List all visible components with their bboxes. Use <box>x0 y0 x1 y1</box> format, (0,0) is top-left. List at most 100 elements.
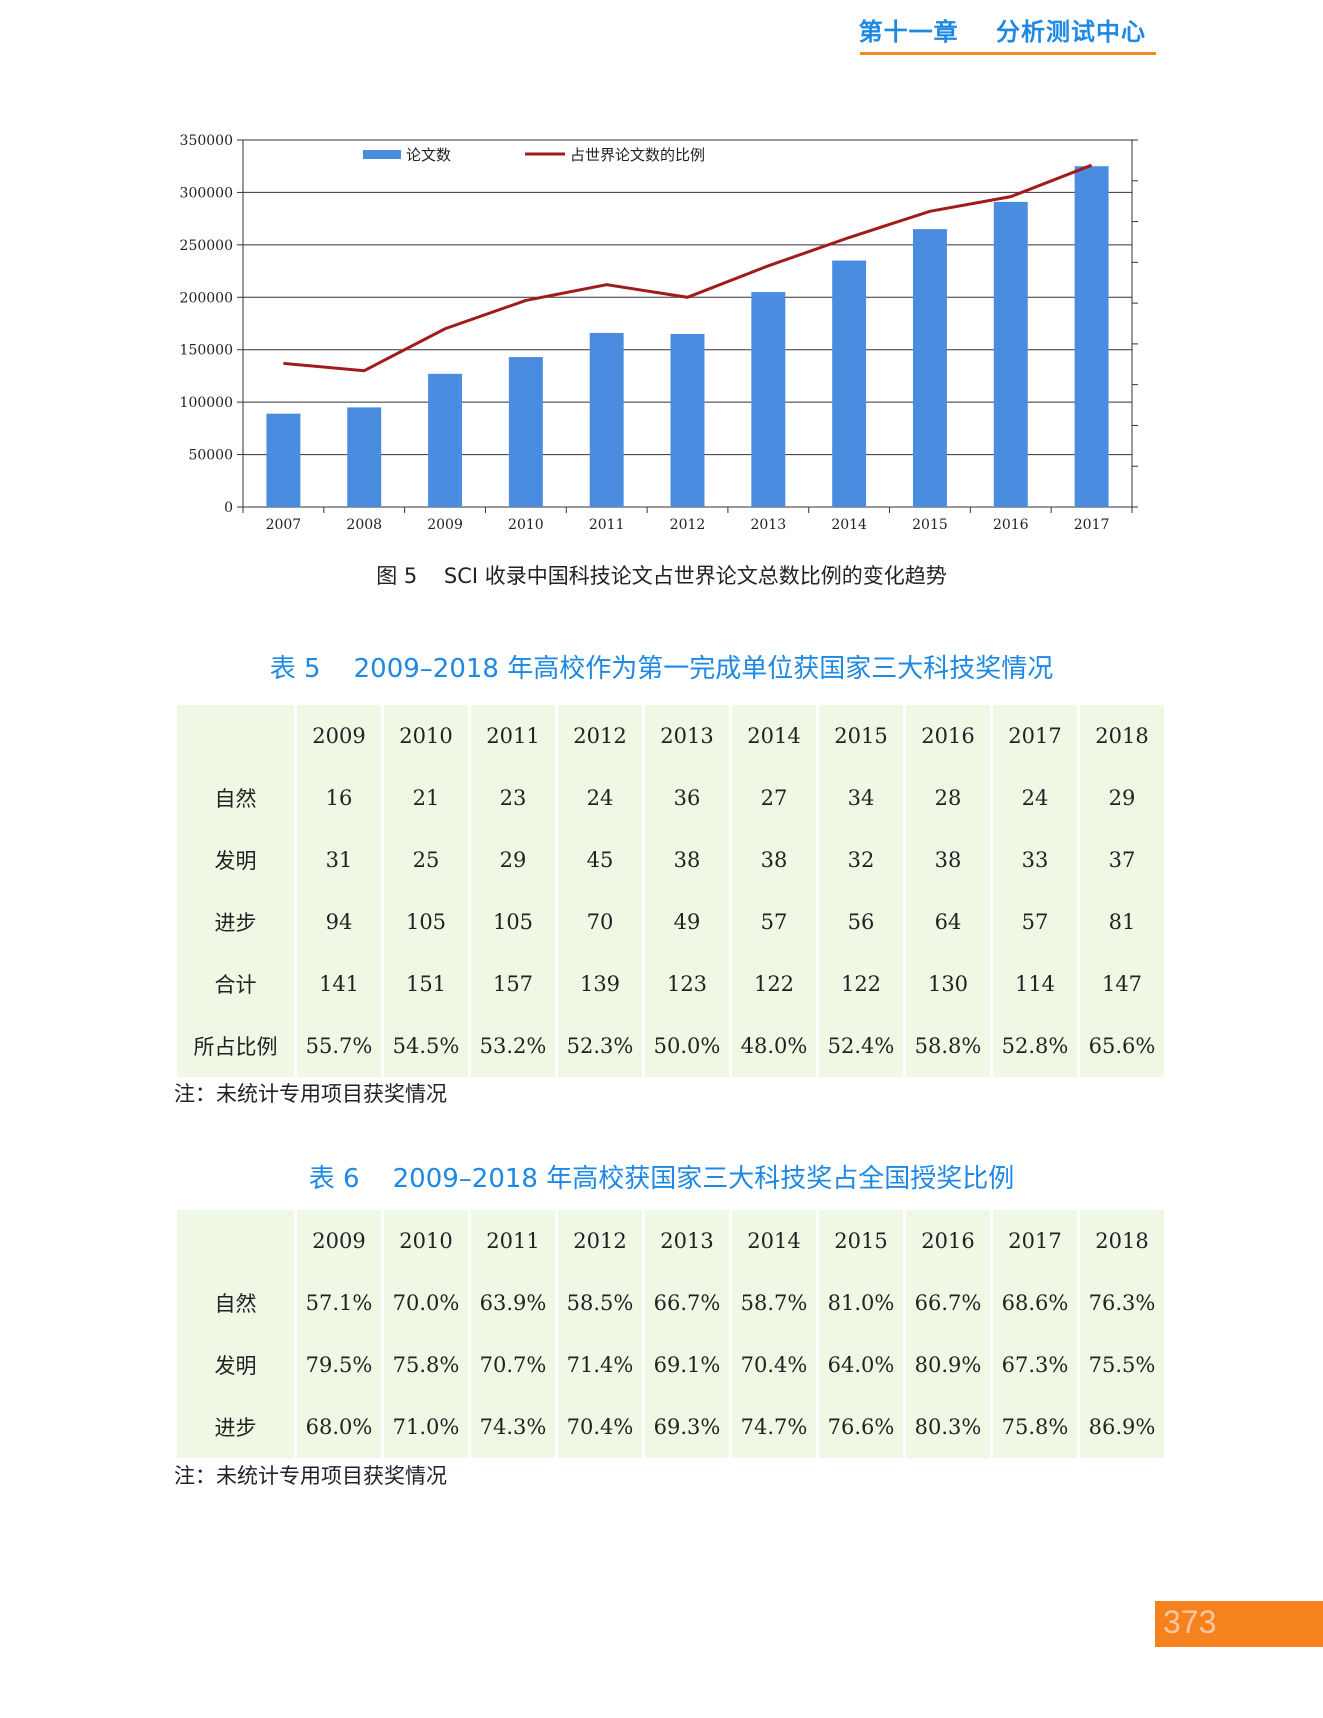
table-row: 自然 57.1% 70.0% 63.9% 58.5% 66.7% 58.7% 81.0% 66.… <box>177 1272 1164 1334</box>
y-tick-label: 150000 <box>180 343 233 359</box>
table-cell: 105 <box>384 891 468 953</box>
table-cell: 69.3% <box>645 1396 729 1458</box>
column-header-cell: 2017 <box>993 1210 1077 1272</box>
table-cell: 57 <box>993 891 1077 953</box>
table-cell: 36 <box>645 767 729 829</box>
table-cell: 32 <box>819 829 903 891</box>
table-cell: 48.0% <box>732 1015 816 1077</box>
column-header-cell: 2012 <box>558 705 642 767</box>
table-cell: 105 <box>471 891 555 953</box>
table-cell: 81.0% <box>819 1272 903 1334</box>
column-header-cell: 2012 <box>558 1210 642 1272</box>
table-cell: 29 <box>1080 767 1164 829</box>
row-label-cell: 发明 <box>177 829 294 891</box>
x-tick-label: 2010 <box>508 517 544 533</box>
table-cell: 38 <box>645 829 729 891</box>
y-tick-label: 300000 <box>180 185 233 201</box>
y-tick-label: 100000 <box>180 395 233 411</box>
table-cell: 70.4% <box>558 1396 642 1458</box>
table-cell: 122 <box>732 953 816 1015</box>
column-header-cell: 2017 <box>993 705 1077 767</box>
bar <box>428 373 463 507</box>
table-cell: 67.3% <box>993 1334 1077 1396</box>
y-tick-label: 200000 <box>180 290 233 306</box>
table-header-row: 2009 2010 2011 2012 2013 2014 2015 2016 2017 2018 <box>177 705 1164 767</box>
x-tick-label: 2012 <box>670 517 706 533</box>
column-header-cell: 2015 <box>819 1210 903 1272</box>
row-label-cell: 自然 <box>177 767 294 829</box>
row-label-cell: 合计 <box>177 953 294 1015</box>
bar <box>912 229 947 507</box>
table-cell: 80.9% <box>906 1334 990 1396</box>
table-cell: 70.0% <box>384 1272 468 1334</box>
table-cell: 16 <box>297 767 381 829</box>
table-cell: 86.9% <box>1080 1396 1164 1458</box>
table-cell: 52.8% <box>993 1015 1077 1077</box>
table-cell: 29 <box>471 829 555 891</box>
x-tick-label: 2017 <box>1074 517 1110 533</box>
x-tick-label: 2016 <box>993 517 1029 533</box>
x-tick-label: 2011 <box>589 517 625 533</box>
table-cell: 55.7% <box>297 1015 381 1077</box>
table-cell: 123 <box>645 953 729 1015</box>
table-cell: 71.0% <box>384 1396 468 1458</box>
table-cell: 31 <box>297 829 381 891</box>
table-cell: 151 <box>384 953 468 1015</box>
table-cell: 58.7% <box>732 1272 816 1334</box>
column-header-cell: 2018 <box>1080 1210 1164 1272</box>
table-cell: 66.7% <box>645 1272 729 1334</box>
table-cell: 25 <box>384 829 468 891</box>
table-row: 进步 94 105 105 70 49 57 56 64 57 81 <box>177 891 1164 953</box>
table-cell: 70 <box>558 891 642 953</box>
x-tick-label: 2013 <box>750 517 786 533</box>
figure-caption: 图 5 SCI 收录中国科技论文占世界论文总数比例的变化趋势 <box>376 564 947 588</box>
table-cell: 57 <box>732 891 816 953</box>
table-cell: 80.3% <box>906 1396 990 1458</box>
bar <box>1074 166 1109 507</box>
table-cell: 33 <box>993 829 1077 891</box>
table-cell: 76.3% <box>1080 1272 1164 1334</box>
column-header-cell: 2013 <box>645 705 729 767</box>
table5-note: 注：未统计专用项目获奖情况 <box>174 1082 447 1106</box>
table-cell: 122 <box>819 953 903 1015</box>
table5-title: 表 5 2009–2018 年高校作为第一完成单位获国家三大科技奖情况 <box>269 654 1054 684</box>
papers-chart: 350000 300000 250000 200000 150000 100000 5000… <box>180 133 1138 533</box>
table-row: 自然 16 21 23 24 36 27 34 28 24 29 <box>177 767 1164 829</box>
ratio-line <box>283 163 1093 373</box>
table-cell: 70.4% <box>732 1334 816 1396</box>
table-cell: 52.4% <box>819 1015 903 1077</box>
table6: 2009 2010 2011 2012 2013 2014 2015 2016 2017 2018… <box>174 1210 1167 1458</box>
table-cell: 28 <box>906 767 990 829</box>
table-cell: 56 <box>819 891 903 953</box>
table-cell: 68.0% <box>297 1396 381 1458</box>
table-cell: 65.6% <box>1080 1015 1164 1077</box>
column-header-cell: 2016 <box>906 1210 990 1272</box>
table-cell: 141 <box>297 953 381 1015</box>
header-underline <box>860 52 1156 55</box>
column-header-cell: 2015 <box>819 705 903 767</box>
table-cell: 75.8% <box>993 1396 1077 1458</box>
column-header-cell: 2013 <box>645 1210 729 1272</box>
table-row: 合计 141 151 157 139 123 122 122 130 114 147 <box>177 953 1164 1015</box>
table-cell: 37 <box>1080 829 1164 891</box>
x-tick-label: 2009 <box>427 517 463 533</box>
x-tick-label: 2014 <box>831 517 867 533</box>
table-cell: 74.3% <box>471 1396 555 1458</box>
bar <box>751 292 786 507</box>
x-tick-label: 2008 <box>346 517 382 533</box>
legend-swatch-papers <box>363 150 401 159</box>
table-cell: 50.0% <box>645 1015 729 1077</box>
table-cell: 23 <box>471 767 555 829</box>
table-row: 所占比例 55.7% 54.5% 53.2% 52.3% 50.0% 48.0% 52.4% 5… <box>177 1015 1164 1077</box>
table-cell: 54.5% <box>384 1015 468 1077</box>
table-cell: 81 <box>1080 891 1164 953</box>
row-label-cell: 进步 <box>177 891 294 953</box>
table-cell: 52.3% <box>558 1015 642 1077</box>
bar <box>508 357 543 507</box>
column-header-cell: 2016 <box>906 705 990 767</box>
column-header-cell: 2011 <box>471 1210 555 1272</box>
bar <box>347 407 382 507</box>
column-header-cell: 2010 <box>384 705 468 767</box>
bar <box>993 201 1028 507</box>
column-header-cell: 2014 <box>732 1210 816 1272</box>
